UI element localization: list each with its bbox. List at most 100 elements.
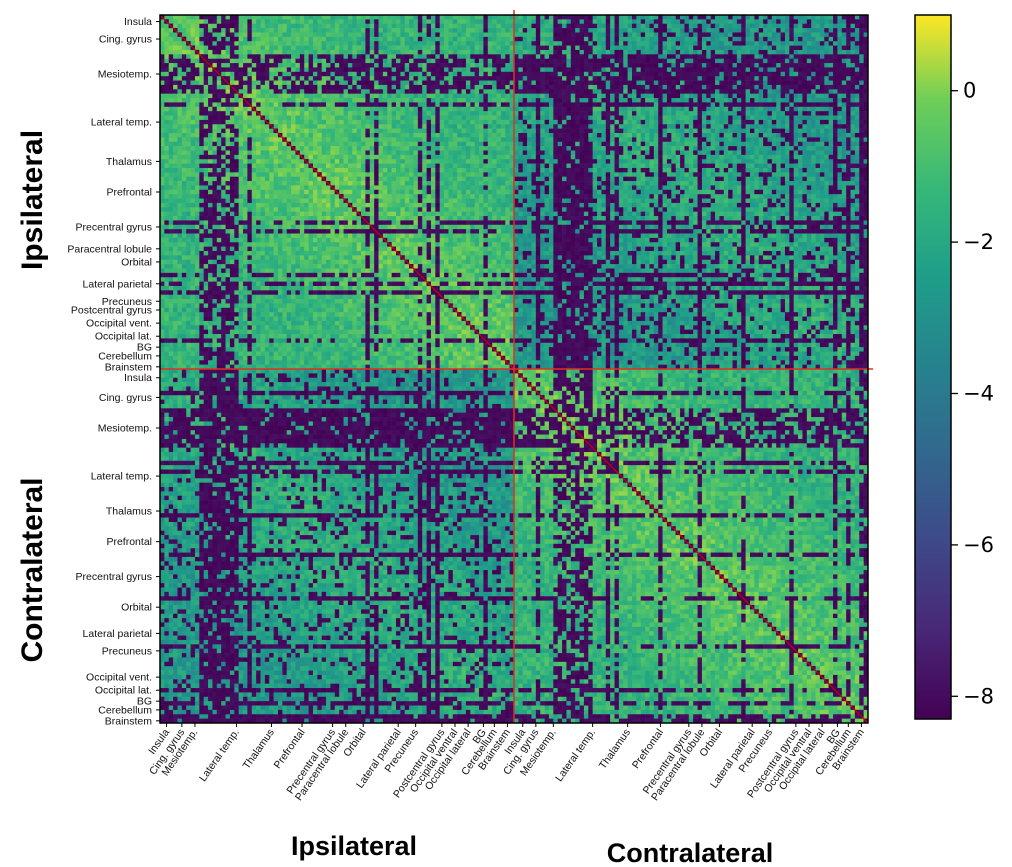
heatmap-cell	[186, 242, 191, 247]
heatmap-cell	[164, 640, 169, 645]
heatmap-cell	[243, 54, 248, 59]
heatmap-cell	[169, 522, 174, 527]
heatmap-cell	[164, 268, 169, 273]
heatmap-cell	[212, 688, 217, 693]
heatmap-cell	[186, 649, 191, 654]
heatmap-cell	[623, 50, 628, 55]
heatmap-cell	[536, 50, 541, 55]
heatmap-cell	[173, 242, 178, 247]
heatmap-cell	[317, 41, 322, 46]
heatmap-cell	[623, 67, 628, 72]
heatmap-cell	[671, 54, 676, 59]
heatmap-cell	[746, 59, 751, 64]
heatmap-cell	[282, 28, 287, 33]
heatmap-cell	[339, 50, 344, 55]
heatmap-cell	[274, 59, 279, 64]
heatmap-cell	[226, 706, 231, 711]
heatmap-cell	[164, 522, 169, 527]
heatmap-cell	[287, 54, 292, 59]
heatmap-cell	[252, 85, 257, 90]
heatmap-cell	[824, 63, 829, 68]
heatmap-cell	[195, 295, 200, 300]
heatmap-cell	[217, 373, 222, 378]
heatmap-cell	[357, 63, 362, 68]
heatmap-cell	[785, 81, 790, 86]
heatmap-cell	[226, 443, 231, 448]
heatmap-cell	[435, 50, 440, 55]
heatmap-cell	[601, 19, 606, 24]
heatmap-cell	[199, 404, 204, 409]
heatmap-cell	[816, 50, 821, 55]
heatmap-cell	[448, 67, 453, 72]
heatmap-cell	[597, 59, 602, 64]
heatmap-cell	[462, 54, 467, 59]
heatmap-cell	[719, 28, 724, 33]
heatmap-cell	[164, 706, 169, 711]
heatmap-cell	[619, 24, 624, 29]
heatmap-cell	[658, 81, 663, 86]
heatmap-cell	[199, 478, 204, 483]
heatmap-cell	[383, 63, 388, 68]
heatmap-cell	[322, 59, 327, 64]
heatmap-cell	[208, 544, 213, 549]
heatmap-cell	[387, 59, 392, 64]
heatmap-cell	[208, 360, 213, 365]
heatmap-cell	[221, 360, 226, 365]
heatmap-cell	[195, 622, 200, 627]
heatmap-cell	[182, 142, 187, 147]
heatmap-cell	[182, 242, 187, 247]
heatmap-cell	[208, 150, 213, 155]
heatmap-cell	[177, 102, 182, 107]
heatmap-cell	[186, 238, 191, 243]
heatmap-cell	[164, 155, 169, 160]
heatmap-cell	[374, 81, 379, 86]
heatmap-cell	[444, 37, 449, 42]
heatmap-cell	[226, 67, 231, 72]
heatmap-cell	[173, 417, 178, 422]
heatmap-cell	[217, 172, 222, 177]
heatmap-cell	[859, 72, 864, 77]
heatmap-cell	[169, 596, 174, 601]
heatmap-cell	[361, 37, 366, 42]
heatmap-cell	[221, 531, 226, 536]
heatmap-cell	[252, 32, 257, 37]
heatmap-cell	[239, 28, 244, 33]
heatmap-cell	[226, 649, 231, 654]
heatmap-cell	[191, 421, 196, 426]
heatmap-cell	[182, 220, 187, 225]
heatmap-cell	[212, 19, 217, 24]
heatmap-cell	[177, 308, 182, 313]
heatmap-cell	[724, 63, 729, 68]
heatmap-cell	[173, 579, 178, 584]
heatmap-cell	[427, 50, 432, 55]
heatmap-cell	[304, 81, 309, 86]
heatmap-cell	[545, 37, 550, 42]
heatmap-cell	[204, 142, 209, 147]
heatmap-cell	[191, 400, 196, 405]
heatmap-cell	[654, 67, 659, 72]
heatmap-cell	[741, 24, 746, 29]
heatmap-cell	[208, 448, 213, 453]
heatmap-cell	[208, 710, 213, 715]
heatmap-cell	[186, 640, 191, 645]
heatmap-cell	[186, 666, 191, 671]
heatmap-cell	[453, 24, 458, 29]
heatmap-cell	[300, 37, 305, 42]
heatmap-cell	[164, 116, 169, 121]
heatmap-cell	[322, 85, 327, 90]
heatmap-cell	[173, 19, 178, 24]
heatmap-cell	[195, 199, 200, 204]
heatmap-cell	[164, 168, 169, 173]
heatmap-cell	[173, 155, 178, 160]
heatmap-cell	[169, 255, 174, 260]
heatmap-cell	[230, 120, 235, 125]
heatmap-cell	[212, 334, 217, 339]
heatmap-cell	[221, 334, 226, 339]
heatmap-cell	[221, 636, 226, 641]
heatmap-cell	[317, 32, 322, 37]
heatmap-cell	[164, 107, 169, 112]
heatmap-cell	[204, 566, 209, 571]
heatmap-cell	[199, 439, 204, 444]
heatmap-cell	[641, 41, 646, 46]
heatmap-cell	[737, 37, 742, 42]
